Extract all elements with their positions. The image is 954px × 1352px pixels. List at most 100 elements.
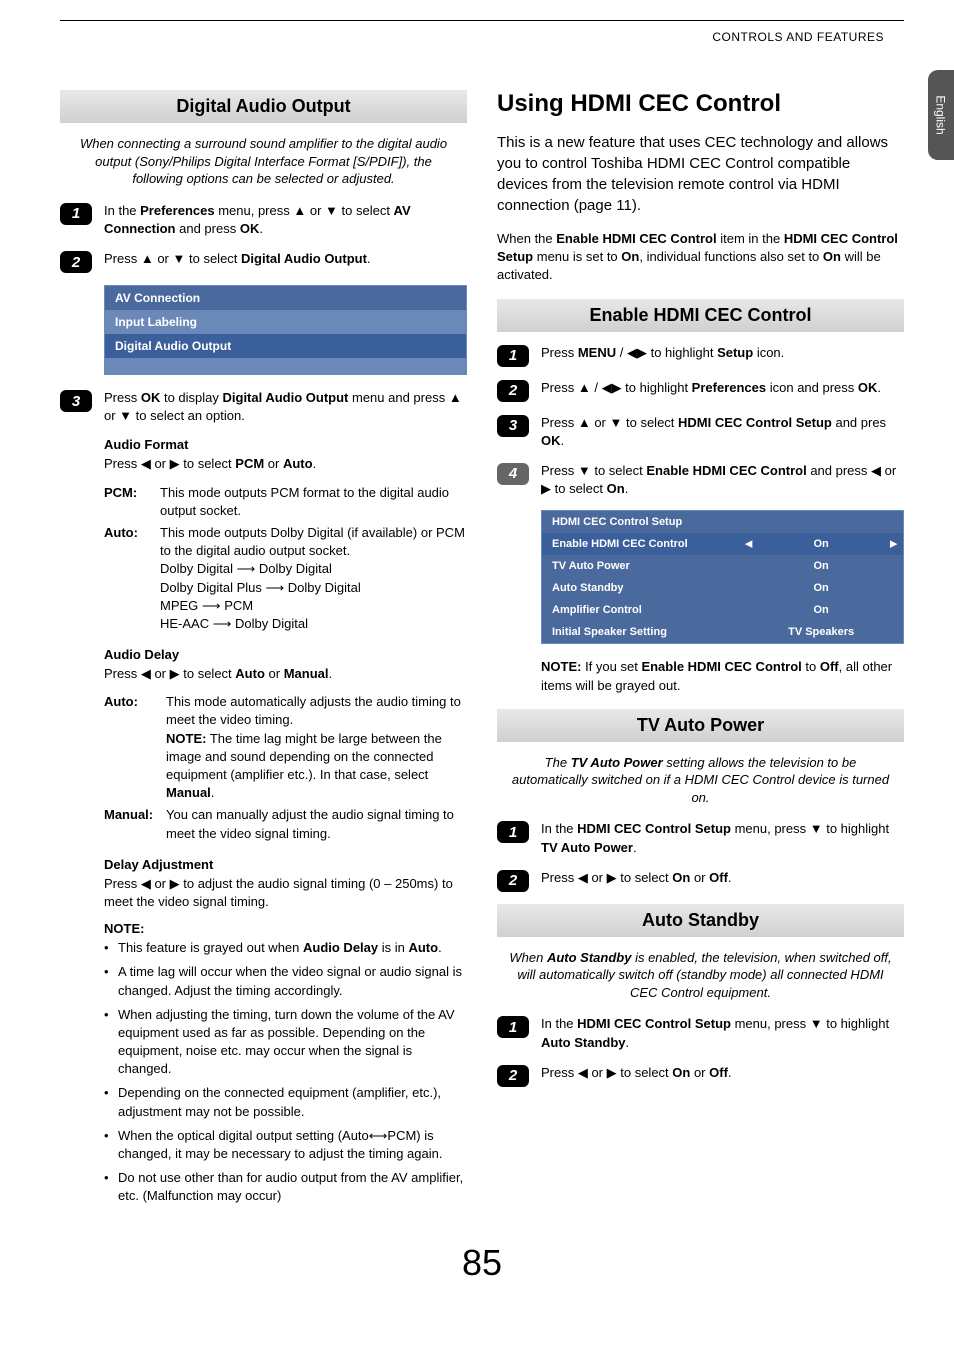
arrow-right-icon: ⟶ bbox=[202, 599, 221, 612]
t: or bbox=[881, 463, 896, 478]
t: or bbox=[591, 415, 610, 430]
step-body: In the HDMI CEC Control Setup menu, pres… bbox=[541, 820, 904, 856]
t: OK bbox=[858, 380, 878, 395]
t: This mode automatically adjusts the audi… bbox=[166, 694, 461, 727]
bullet-icon: • bbox=[104, 1169, 118, 1205]
t: . bbox=[328, 666, 332, 681]
up-icon: ▲ bbox=[578, 381, 591, 394]
step-num-icon: 2 bbox=[497, 1065, 529, 1087]
page-header: CONTROLS AND FEATURES bbox=[712, 30, 884, 44]
t: Press bbox=[541, 463, 578, 478]
table-val: On bbox=[739, 599, 903, 621]
t: to select bbox=[617, 870, 673, 885]
arrow-lr-icon: ⟷ bbox=[369, 1129, 388, 1142]
t: On bbox=[672, 1065, 690, 1080]
t: HE-AAC bbox=[160, 616, 209, 631]
t: or bbox=[154, 251, 173, 266]
t: OK bbox=[541, 433, 561, 448]
t: On bbox=[621, 249, 639, 264]
t: Auto bbox=[235, 666, 265, 681]
t: . bbox=[211, 785, 215, 800]
t: to highlight bbox=[647, 345, 717, 360]
menu-empty-row bbox=[105, 358, 466, 374]
t: When the optical digital output setting … bbox=[118, 1128, 369, 1143]
step-num-icon: 1 bbox=[60, 203, 92, 225]
left-icon: ◀ bbox=[745, 539, 752, 550]
t: The time lag might be large between the … bbox=[166, 731, 442, 782]
t: Enable HDMI CEC Control bbox=[556, 231, 716, 246]
menu-header: AV Connection bbox=[105, 286, 466, 310]
step-body: In the HDMI CEC Control Setup menu, pres… bbox=[541, 1015, 904, 1051]
menu-av-connection: AV Connection Input Labeling Digital Aud… bbox=[104, 285, 467, 375]
t: menu, press bbox=[731, 1016, 810, 1031]
t: or bbox=[690, 1065, 709, 1080]
bullet-icon: • bbox=[104, 939, 118, 957]
tap-step-2: 2 Press ◀ or ▶ to select On or Off. bbox=[497, 869, 904, 892]
t: Press bbox=[541, 1065, 578, 1080]
t: to select bbox=[591, 463, 647, 478]
arrow-right-icon: ⟶ bbox=[213, 617, 232, 630]
t: Press bbox=[541, 415, 578, 430]
up-icon: ▲ bbox=[449, 391, 462, 404]
menu-item-selected: Digital Audio Output bbox=[105, 334, 466, 358]
t: PCM bbox=[235, 456, 264, 471]
intro-para: This is a new feature that uses CEC tech… bbox=[497, 132, 904, 216]
table-label: TV Auto Power bbox=[542, 555, 739, 577]
table-val: ◀On▶ bbox=[739, 533, 903, 555]
t: or bbox=[151, 666, 170, 681]
t: Dolby Digital bbox=[288, 580, 361, 595]
auto-label: Auto: bbox=[104, 693, 166, 802]
bullet-icon: • bbox=[104, 1006, 118, 1079]
t: On bbox=[813, 538, 828, 550]
down-icon: ▼ bbox=[119, 409, 132, 422]
t: / bbox=[616, 345, 627, 360]
t: Press bbox=[541, 380, 578, 395]
t: item in the bbox=[717, 231, 784, 246]
tv-auto-intro: The TV Auto Power setting allows the tel… bbox=[507, 754, 894, 807]
t: On bbox=[672, 870, 690, 885]
t: to bbox=[802, 659, 820, 674]
language-tab: English bbox=[928, 70, 954, 160]
t: Auto Standby bbox=[547, 950, 632, 965]
t: to display bbox=[160, 390, 222, 405]
audio-delay-defs: Auto: This mode automatically adjusts th… bbox=[104, 693, 467, 843]
note-title: NOTE: bbox=[104, 921, 467, 936]
right-icon: ▶ bbox=[612, 381, 622, 394]
t: In the bbox=[541, 821, 577, 836]
cec-step-1: 1 Press MENU / ◀▶ to highlight Setup ico… bbox=[497, 344, 904, 367]
step-num-icon: 2 bbox=[497, 380, 529, 402]
cec-step-4: 4 Press ▼ to select Enable HDMI CEC Cont… bbox=[497, 462, 904, 498]
step-num-icon: 1 bbox=[497, 345, 529, 367]
t: menu and press bbox=[348, 390, 448, 405]
t: . bbox=[877, 380, 881, 395]
menu-item: Input Labeling bbox=[105, 310, 466, 334]
t: When the bbox=[497, 231, 556, 246]
intro-para-2: When the Enable HDMI CEC Control item in… bbox=[497, 230, 904, 285]
step-body: Press ▼ to select Enable HDMI CEC Contro… bbox=[541, 462, 904, 498]
cec-step-2: 2 Press ▲ / ◀▶ to highlight Preferences … bbox=[497, 379, 904, 402]
right-icon: ▶ bbox=[170, 457, 180, 470]
t: Digital Audio Output bbox=[223, 390, 349, 405]
t: Digital Audio Output bbox=[241, 251, 367, 266]
t: TV Auto Power bbox=[541, 840, 633, 855]
t: . bbox=[728, 1065, 732, 1080]
t: Enable HDMI CEC Control bbox=[646, 463, 806, 478]
down-icon: ▼ bbox=[610, 416, 623, 429]
table-val: On bbox=[739, 577, 903, 599]
t: When bbox=[509, 950, 547, 965]
language-label: English bbox=[934, 95, 948, 134]
notes-list: •This feature is grayed out when Audio D… bbox=[104, 939, 467, 1205]
page-number: 85 bbox=[60, 1242, 904, 1284]
left-icon: ◀ bbox=[141, 877, 151, 890]
step-num-icon: 3 bbox=[60, 390, 92, 412]
auto-standby-intro: When Auto Standby is enabled, the televi… bbox=[507, 949, 894, 1002]
t: Off bbox=[709, 870, 728, 885]
t: is in bbox=[378, 940, 408, 955]
down-icon: ▼ bbox=[810, 822, 823, 835]
note-2: A time lag will occur when the video sig… bbox=[118, 963, 467, 999]
table-label: Enable HDMI CEC Control bbox=[542, 533, 739, 555]
note-1: This feature is grayed out when Audio De… bbox=[118, 939, 442, 957]
step-body: Press ▲ / ◀▶ to highlight Preferences ic… bbox=[541, 379, 904, 397]
t: to highlight bbox=[823, 1016, 890, 1031]
audio-format-line: Press ◀ or ▶ to select PCM or Auto. bbox=[104, 455, 467, 473]
